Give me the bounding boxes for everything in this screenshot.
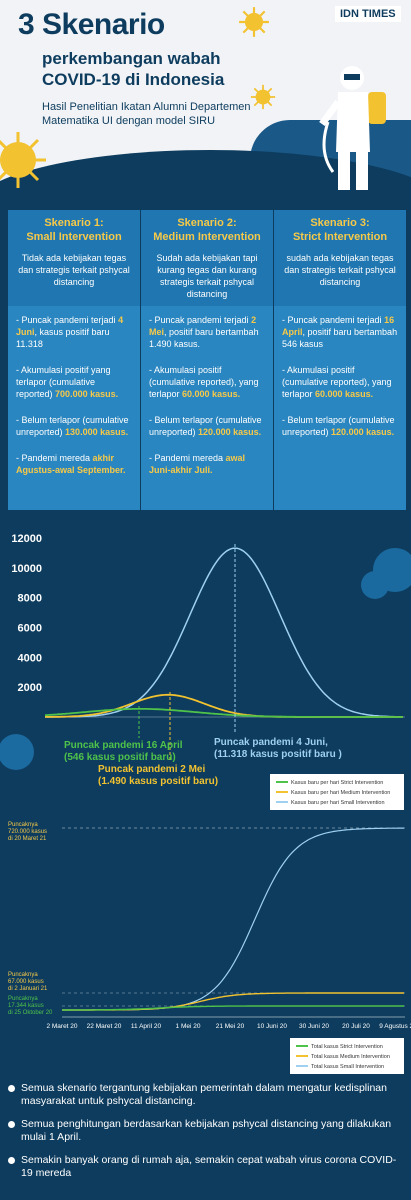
scenario-description: Tidak ada kebijakan tegas dan strategis … bbox=[18, 253, 130, 287]
medium-total-line bbox=[62, 992, 404, 1011]
scenario-title: Skenario 1: Small Intervention bbox=[26, 217, 122, 243]
scenario-unreported: - Belum terlapor (cumulative unreported)… bbox=[16, 415, 129, 437]
small-annotation: Puncak pandemi 4 Juni, (11.318 kasus posi… bbox=[214, 737, 342, 760]
x-tick-label: 21 Mei 20 bbox=[216, 1023, 245, 1030]
x-tick-label: 11 April 20 bbox=[131, 1023, 162, 1030]
scenario-unreported: - Belum terlapor (cumulative unreported)… bbox=[149, 415, 262, 437]
legend-label: Kasus baru per hari Strict Intervention bbox=[291, 780, 383, 786]
scenario-title: Skenario 2: Medium Intervention bbox=[153, 217, 261, 243]
virus-icon bbox=[0, 734, 34, 770]
x-tick-label: 20 Juli 20 bbox=[342, 1023, 370, 1030]
strict-intervention-line bbox=[44, 708, 403, 718]
scenario-description: sudah ada kebijakan tegas dan strategis … bbox=[284, 253, 396, 287]
daily-cases-chart: 2000 4000 6000 8000 10000 12000 Puncak pandem… bbox=[0, 533, 411, 810]
small-peak-label: Puncaknya 720.000 kasus di 20 Maret 21 bbox=[8, 822, 47, 842]
strict-annotation: Puncak pandemi 16 April (546 kasus positi… bbox=[64, 740, 183, 763]
legend-label: Total kasus Medium Intervention bbox=[311, 1054, 390, 1060]
scenario-details: - Puncak pandemi terjadi 4 Juni, kasus p… bbox=[8, 306, 140, 510]
y-tick-label: 2000 bbox=[18, 682, 42, 694]
hazmat-worker-illustration bbox=[319, 66, 386, 198]
legend-label: Kasus baru per hari Small Intervention bbox=[291, 800, 385, 806]
x-tick-label: 1 Mei 20 bbox=[176, 1023, 201, 1030]
page-title: 3 Skenario bbox=[18, 8, 165, 41]
scenario-card-small: Skenario 1: Small Intervention Tidak ada… bbox=[8, 210, 140, 510]
x-tick-label: 30 Juni 20 bbox=[299, 1023, 329, 1030]
scenario-cumulative: - Akumulasi positif (cumulative reported… bbox=[149, 365, 259, 399]
scenario-title: Skenario 3: Strict Intervention bbox=[292, 217, 388, 243]
total-cases-chart: Puncaknya 720.000 kasus di 20 Maret 21 Pun… bbox=[8, 822, 411, 1074]
scenario-peak: - Puncak pandemi terjadi 2 Mei, positif … bbox=[149, 315, 259, 349]
page-description: Hasil Penelitian Ikatan Alumni Departeme… bbox=[42, 101, 251, 127]
scenario-unreported: - Belum terlapor (cumulative unreported)… bbox=[282, 415, 395, 437]
scenario-cumulative: - Akumulasi positif (cumulative reported… bbox=[282, 365, 392, 399]
y-tick-label: 12000 bbox=[11, 533, 42, 545]
small-total-line bbox=[62, 827, 404, 1011]
legend-label: Total kasus Strict Intervention bbox=[311, 1044, 383, 1050]
scenario-cumulative: - Akumulasi positif yang terlapor (cumul… bbox=[16, 365, 119, 399]
legend-box bbox=[270, 774, 404, 810]
x-tick-label: 2 Maret 20 bbox=[46, 1023, 77, 1030]
note-item: Semua skenario tergantung kebijakan peme… bbox=[8, 1082, 403, 1108]
scenario-end: - Pandemi mereda akhir Agustus-awal Sept… bbox=[16, 453, 126, 475]
scenario-details: - Puncak pandemi terjadi 2 Mei, positif … bbox=[141, 306, 273, 510]
scenario-end: - Pandemi mereda awal Juni-akhir Juli. bbox=[149, 453, 246, 475]
legend-label: Total kasus Small Intervention bbox=[311, 1064, 384, 1070]
header: 3 Skenario perkembangan wabah COVID-19 d… bbox=[0, 0, 411, 205]
scenario-card-strict: Skenario 3: Strict Intervention sudah ad… bbox=[274, 210, 406, 510]
note-item: Semakin banyak orang di rumah aja, semak… bbox=[8, 1154, 403, 1180]
x-tick-label: 10 Juni 20 bbox=[257, 1023, 287, 1030]
bullet-icon bbox=[8, 1157, 15, 1164]
notes-list: Semua skenario tergantung kebijakan peme… bbox=[8, 1082, 403, 1190]
virus-icon bbox=[0, 132, 46, 188]
strict-total-line bbox=[62, 1005, 404, 1011]
bullet-icon bbox=[8, 1085, 15, 1092]
virus-icon bbox=[250, 84, 276, 110]
virus-icon bbox=[361, 548, 411, 599]
scenario-card-medium: Skenario 2: Medium Intervention Sudah ad… bbox=[141, 210, 273, 510]
y-tick-label: 4000 bbox=[18, 652, 42, 664]
page-subtitle: perkembangan wabah COVID-19 di Indonesia bbox=[42, 49, 225, 89]
legend-label: Kasus baru per hari Medium Intervention bbox=[291, 790, 390, 796]
x-tick-label: 9 Agustus 20 bbox=[379, 1023, 411, 1030]
chart-legend: Kasus baru per hari Strict Intervention K… bbox=[270, 774, 404, 810]
scenario-peak: - Puncak pandemi terjadi 16 April, posit… bbox=[282, 315, 398, 349]
medium-peak-label: Puncaknya 67.000 kasus di 2 Januari 21 bbox=[8, 972, 48, 992]
bullet-icon bbox=[8, 1121, 15, 1128]
idn-times-logo: IDN TIMES bbox=[335, 6, 401, 22]
x-tick-label: 22 Maret 20 bbox=[87, 1023, 122, 1030]
scenario-description: Sudah ada kebijakan tapi kurang tegas da… bbox=[156, 253, 258, 299]
y-tick-label: 6000 bbox=[18, 623, 42, 635]
scenario-peak: - Puncak pandemi terjadi 4 Juni, kasus p… bbox=[16, 315, 124, 349]
note-item: Semua penghitungan berdasarkan kebijakan… bbox=[8, 1118, 403, 1144]
legend-box bbox=[290, 1038, 404, 1074]
chart-legend: Total kasus Strict Intervention Total kas… bbox=[290, 1038, 404, 1074]
y-tick-label: 8000 bbox=[18, 593, 42, 605]
virus-icon bbox=[239, 7, 269, 37]
scenario-details: - Puncak pandemi terjadi 16 April, posit… bbox=[274, 306, 406, 510]
medium-annotation: Puncak pandemi 2 Mei (1.490 kasus positif… bbox=[98, 764, 218, 787]
small-intervention-line bbox=[45, 547, 403, 718]
strict-peak-label: Puncaknya 17.344 kasus di 25 Oktober 20 bbox=[8, 996, 53, 1016]
y-tick-label: 10000 bbox=[11, 563, 42, 575]
